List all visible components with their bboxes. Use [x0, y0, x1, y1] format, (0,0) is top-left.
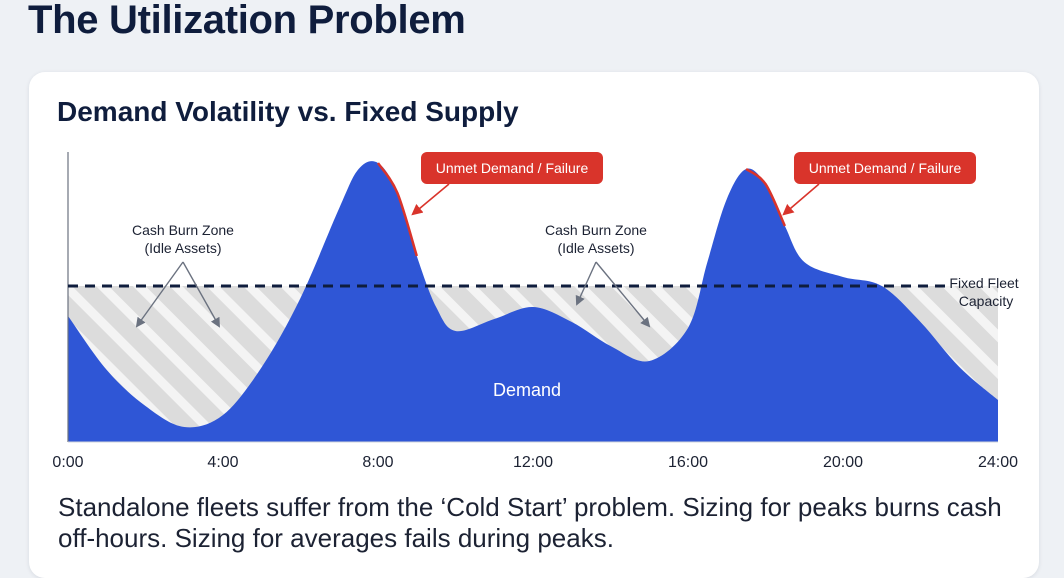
demand-chart: Fixed Fleet Capacity Demand Cash Burn Zo…	[52, 152, 1022, 471]
failure-edge	[376, 162, 787, 257]
cash-burn-arrow-2b	[595, 261, 651, 328]
failure-badge-1	[421, 152, 603, 184]
failure-callout-2: Unmet Demand / Failure	[782, 152, 976, 216]
chart-card: Demand Volatility vs. Fixed Supply	[29, 72, 1039, 578]
cash-burn-annotation-1: Cash Burn Zone (Idle Assets)	[132, 222, 234, 328]
cash-burn-label-1: Cash Burn Zone	[132, 222, 234, 238]
capacity-label: Fixed Fleet Capacity	[949, 275, 1022, 309]
cash-burn-arrow-1b	[182, 261, 220, 328]
cash-burn-arrow-1a	[135, 261, 184, 328]
x-tick-label: 4:00	[207, 454, 238, 471]
failure-badge-2	[794, 152, 976, 184]
failure-arrow-2	[782, 183, 820, 216]
cash-burn-arrow-2a	[575, 261, 597, 306]
cash-burn-sublabel-2: (Idle Assets)	[557, 240, 634, 256]
x-tick-label: 8:00	[362, 454, 393, 471]
x-tick-labels: 0:00 4:00 8:00 12:00 16:00 20:00 24:00	[52, 454, 1018, 471]
failure-arrow-1	[411, 183, 450, 216]
demand-area-label: Demand	[493, 380, 561, 400]
x-tick-label: 0:00	[52, 454, 83, 471]
cash-burn-annotation-2: Cash Burn Zone (Idle Assets)	[545, 222, 651, 328]
cash-burn-label-2: Cash Burn Zone	[545, 222, 647, 238]
x-tick-label: 24:00	[978, 454, 1018, 471]
demand-area	[68, 161, 998, 442]
x-tick-label: 12:00	[513, 454, 553, 471]
failure-badge-label-2: Unmet Demand / Failure	[809, 160, 962, 176]
page-title: The Utilization Problem	[28, 0, 466, 42]
failure-callout-1: Unmet Demand / Failure	[411, 152, 603, 216]
cash-burn-sublabel-1: (Idle Assets)	[144, 240, 221, 256]
x-tick-label: 16:00	[668, 454, 708, 471]
chart-title: Demand Volatility vs. Fixed Supply	[57, 96, 519, 127]
failure-badge-label-1: Unmet Demand / Failure	[436, 160, 589, 176]
x-tick-label: 20:00	[823, 454, 863, 471]
chart-caption: Standalone fleets suffer from the ‘Cold …	[58, 492, 1002, 553]
